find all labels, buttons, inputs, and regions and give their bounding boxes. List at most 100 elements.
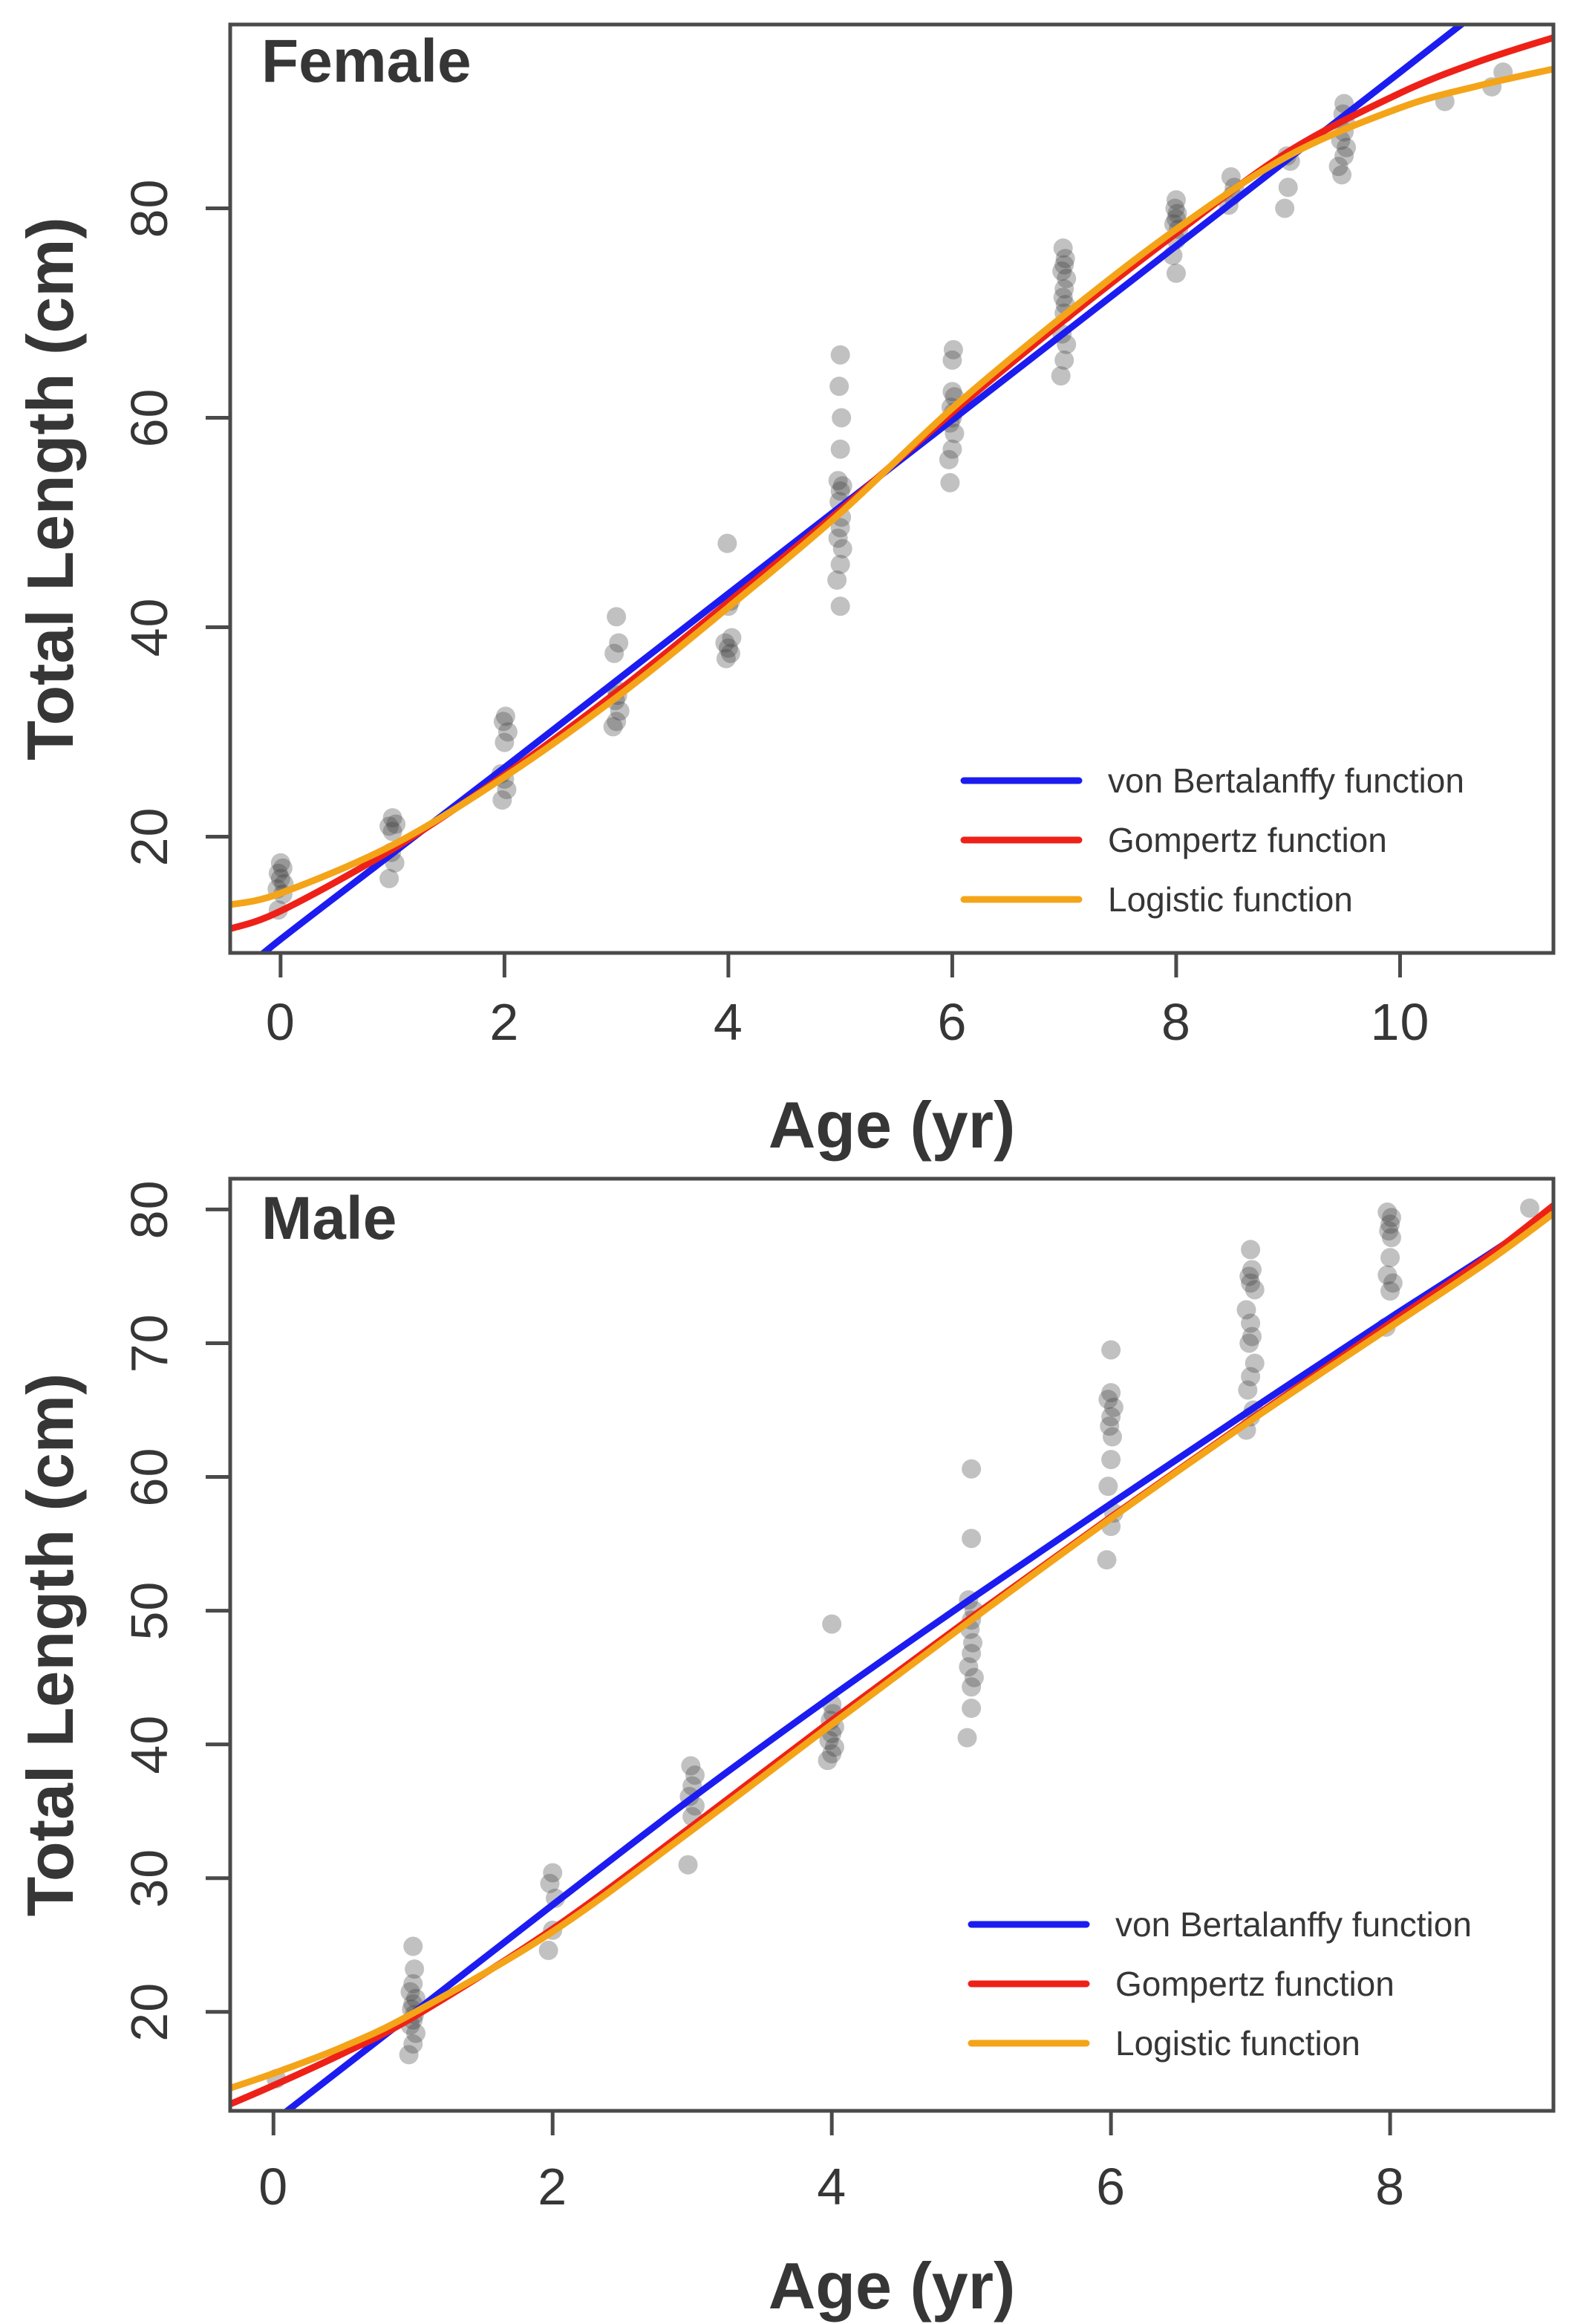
data-point: [610, 701, 630, 721]
y-tick-label: 40: [120, 598, 178, 657]
data-point: [718, 638, 738, 658]
data-point: [1241, 1273, 1261, 1293]
data-point: [963, 1633, 983, 1653]
legend-label: Logistic function: [1115, 2024, 1360, 2063]
data-point: [1381, 1208, 1401, 1228]
data-point: [1380, 1248, 1400, 1268]
data-point: [498, 722, 518, 742]
legend-label: von Bertalanffy function: [1115, 1905, 1472, 1944]
data-point: [962, 1677, 982, 1697]
fit-curve-logistic: [230, 1210, 1553, 2092]
data-point: [942, 350, 962, 370]
x-tick-label: 0: [258, 2158, 288, 2216]
data-point: [832, 476, 852, 496]
x-tick-label: 8: [1161, 993, 1191, 1051]
data-point: [945, 423, 965, 443]
data-point: [1057, 268, 1077, 288]
data-point: [1103, 1397, 1123, 1417]
data-point: [607, 607, 627, 627]
data-point: [382, 821, 402, 842]
data-point: [1101, 1340, 1121, 1360]
data-point: [832, 408, 852, 428]
data-point: [1245, 1353, 1265, 1373]
y-tick-label: 70: [120, 1314, 178, 1373]
data-point: [943, 339, 963, 359]
data-point: [403, 2034, 423, 2054]
y-axis-title: Total Length (cm): [13, 217, 87, 761]
data-point: [1241, 1313, 1261, 1333]
data-point: [962, 1699, 982, 1719]
data-point: [832, 538, 852, 559]
data-point: [1054, 350, 1074, 370]
data-point: [1334, 146, 1354, 166]
data-point: [1379, 1221, 1399, 1241]
legend-label: Gompertz function: [1108, 821, 1387, 859]
female-legend: von Bertalanffy function Gompertz functio…: [960, 761, 1464, 919]
data-point: [818, 1751, 838, 1771]
x-tick-label: 2: [538, 2158, 567, 2216]
data-point: [1101, 1450, 1121, 1470]
data-point: [406, 2023, 426, 2043]
data-point: [1328, 157, 1348, 177]
x-tick-label: 10: [1371, 993, 1430, 1051]
data-point: [1332, 165, 1352, 185]
data-point: [1239, 1266, 1259, 1286]
data-point: [720, 643, 740, 663]
data-point: [962, 1529, 982, 1549]
male-plot-border: [228, 1176, 1556, 2113]
data-point: [830, 481, 850, 501]
panel-title: Female: [261, 27, 472, 95]
data-point: [1242, 1260, 1262, 1280]
data-point: [403, 1973, 423, 1993]
y-tick-label: 40: [120, 1715, 178, 1774]
data-point: [604, 643, 624, 663]
data-point: [819, 1731, 839, 1751]
data-point: [964, 1667, 984, 1687]
data-point: [942, 439, 962, 459]
data-point: [270, 853, 290, 873]
data-point: [379, 816, 399, 836]
data-point: [717, 533, 737, 553]
legend-label: Logistic function: [1108, 880, 1353, 919]
data-point: [1245, 1280, 1265, 1300]
data-point: [540, 1873, 560, 1893]
data-point: [1381, 1228, 1401, 1248]
data-point: [830, 345, 850, 365]
data-point: [497, 780, 517, 800]
x-tick-label: 2: [489, 993, 519, 1051]
data-point: [830, 439, 850, 459]
x-tick-label: 4: [714, 993, 743, 1051]
data-point: [681, 1756, 701, 1776]
data-point: [403, 1936, 423, 1956]
data-point: [828, 471, 848, 491]
data-point: [1242, 1327, 1262, 1347]
data-point: [1166, 190, 1186, 210]
data-point: [959, 1657, 979, 1677]
data-point: [1055, 249, 1075, 269]
data-point: [822, 1614, 842, 1634]
y-tick-label: 50: [120, 1581, 178, 1641]
data-point: [722, 628, 742, 648]
data-point: [273, 858, 293, 878]
female-plot-border: [228, 22, 1556, 955]
data-point: [1241, 1240, 1261, 1260]
data-point: [1097, 1550, 1117, 1570]
x-axis-title: Age (yr): [769, 1088, 1016, 1162]
y-tick-label: 80: [120, 1179, 178, 1239]
x-tick-label: 8: [1375, 2158, 1405, 2216]
data-point: [1165, 198, 1185, 218]
data-point: [830, 554, 850, 574]
data-point: [685, 1765, 705, 1786]
legend-label: von Bertalanffy function: [1108, 761, 1464, 800]
data-point: [822, 1744, 842, 1764]
female-plot-area: [230, 25, 1553, 953]
data-point: [1221, 167, 1241, 187]
data-point: [268, 863, 288, 883]
data-point: [1236, 1300, 1256, 1320]
data-point: [270, 868, 290, 888]
data-point: [1098, 1390, 1118, 1410]
data-point: [1051, 366, 1071, 386]
data-point: [493, 712, 513, 732]
data-point: [495, 706, 515, 726]
